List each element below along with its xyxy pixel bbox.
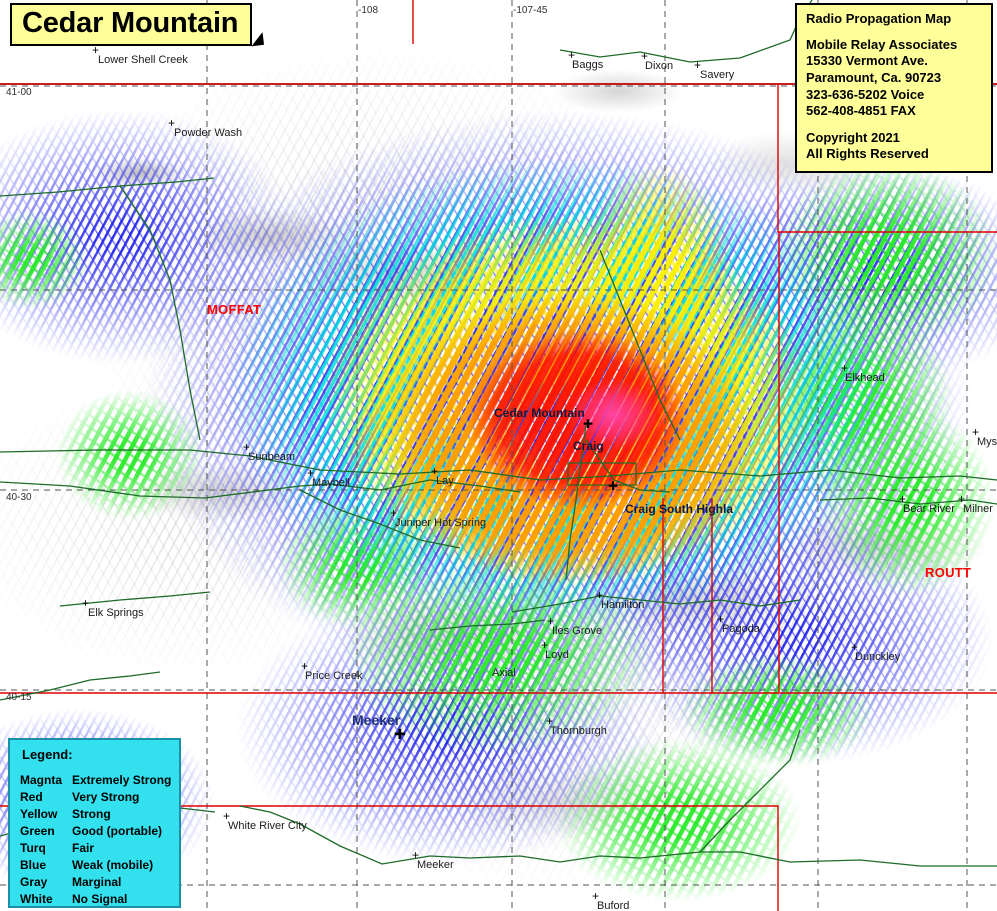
publisher-info-card: Radio Propagation Map Mobile Relay Assoc…	[795, 3, 993, 173]
legend-color-name: Red	[20, 789, 43, 804]
town-marker-icon: +	[641, 49, 649, 63]
legend-row: White No Signal	[18, 892, 171, 909]
town-marker-icon: +	[546, 714, 554, 728]
town-marker-icon: +	[841, 361, 849, 375]
info-copyright: Copyright 2021	[806, 129, 900, 145]
town-marker-icon: +	[851, 640, 859, 654]
legend-meaning: Good (portable)	[72, 823, 162, 838]
town-marker-icon: +	[82, 596, 90, 610]
town-marker-icon: +	[431, 464, 439, 478]
town-marker-icon: +	[307, 466, 315, 480]
legend-row: Gray Marginal	[18, 875, 171, 892]
legend-row: Turq Fair	[18, 841, 171, 858]
craig-road-box	[567, 462, 637, 486]
info-company: Mobile Relay Associates	[806, 36, 958, 52]
legend-color-name: Turq	[20, 840, 46, 855]
legend-row: Red Very Strong	[18, 790, 171, 807]
info-address-2: Paramount, Ca. 90723	[806, 69, 942, 85]
town-marker-icon: +	[301, 659, 309, 673]
town-marker-icon: +	[568, 48, 576, 62]
signal-strength-legend: Legend: Magnta Extremely Strong Red Very…	[8, 738, 181, 908]
legend-color-name: Blue	[20, 857, 47, 872]
legend-meaning: Marginal	[72, 874, 122, 889]
town-marker-icon: +	[972, 425, 980, 439]
legend-row: Green Good (portable)	[18, 824, 171, 841]
legend-row: Magnta Extremely Strong	[18, 773, 171, 790]
transmitter-marker-icon: ✚	[608, 479, 619, 493]
town-marker-icon: +	[412, 848, 420, 862]
town-marker-icon: +	[592, 889, 600, 903]
info-spacer	[806, 120, 983, 130]
town-marker-icon: +	[596, 588, 604, 602]
town-marker-icon: +	[168, 116, 176, 130]
town-marker-icon: +	[547, 614, 555, 628]
legend-meaning: Strong	[72, 806, 111, 821]
town-marker-icon: +	[92, 43, 100, 57]
road-and-river-lines	[0, 0, 997, 867]
legend-meaning: No Signal	[72, 891, 128, 906]
town-marker-icon: +	[541, 638, 549, 652]
info-phone-fax: 562-408-4851 FAX	[806, 103, 916, 119]
legend-table: Magnta Extremely Strong Red Very Strong …	[18, 773, 171, 909]
legend-color-name: Yellow	[20, 806, 58, 821]
info-rights: All Rights Reserved	[806, 146, 929, 162]
transmitter-marker-icon: ✚	[583, 417, 594, 431]
town-marker-icon: +	[717, 612, 725, 626]
town-marker-icon: +	[223, 809, 231, 823]
town-marker-icon: +	[899, 492, 907, 506]
info-phone-voice: 323-636-5202 Voice	[806, 86, 925, 102]
info-address-1: 15330 Vermont Ave.	[806, 53, 928, 69]
info-heading: Radio Propagation Map	[806, 11, 952, 26]
town-marker-icon: +	[958, 492, 966, 506]
legend-meaning: Extremely Strong	[72, 773, 172, 787]
legend-color-name: Gray	[20, 874, 48, 889]
legend-meaning: Fair	[72, 840, 95, 855]
legend-row: Yellow Strong	[18, 807, 171, 824]
legend-color-name: Magnta	[20, 773, 62, 787]
map-title-banner: Cedar Mountain	[10, 3, 253, 46]
town-marker-icon: +	[694, 58, 702, 72]
legend-title: Legend:	[22, 747, 73, 762]
legend-color-name: White	[20, 891, 53, 906]
town-marker-icon: +	[390, 506, 398, 520]
legend-row: Blue Weak (mobile)	[18, 858, 171, 875]
town-marker-icon: +	[243, 440, 251, 454]
city-marker-icon: ✚	[394, 726, 406, 742]
legend-color-name: Green	[20, 823, 55, 838]
legend-meaning: Very Strong	[72, 789, 140, 804]
legend-meaning: Weak (mobile)	[72, 857, 154, 872]
